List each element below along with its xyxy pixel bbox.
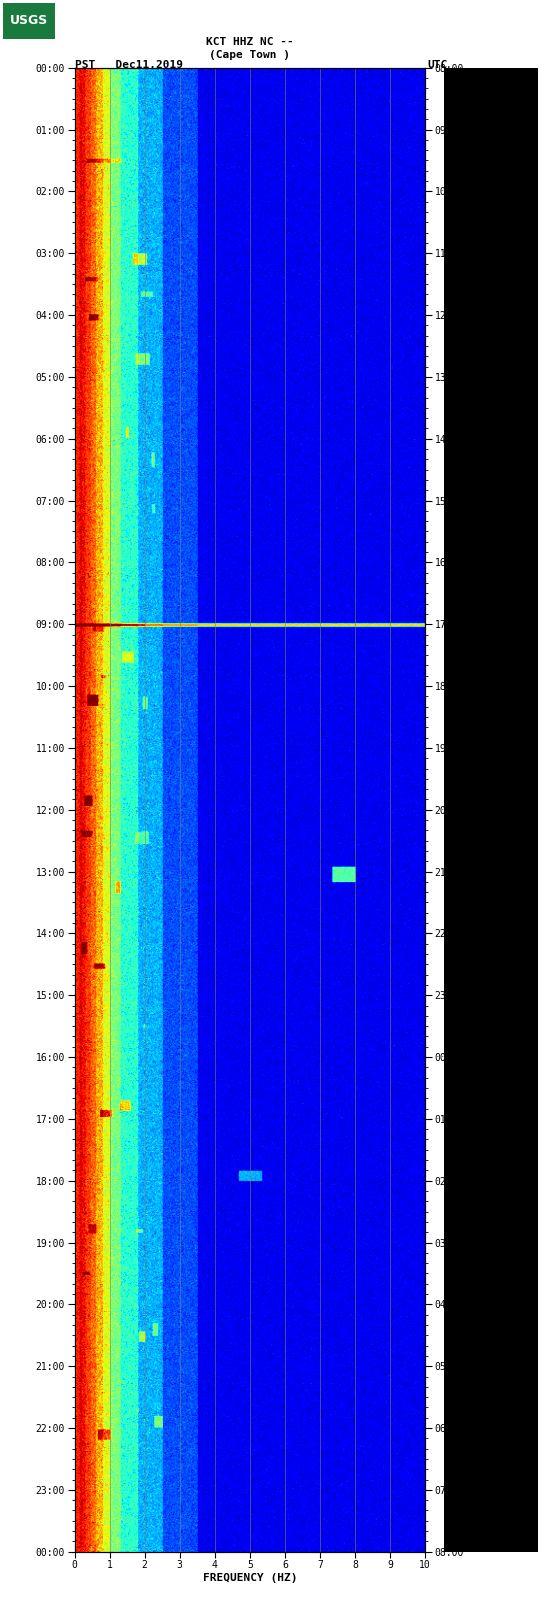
Text: KCT HHZ NC --: KCT HHZ NC -- [206,37,294,47]
Text: (Cape Town ): (Cape Town ) [209,50,290,60]
Text: PST   Dec11,2019: PST Dec11,2019 [75,60,183,69]
Text: UTC: UTC [428,60,448,69]
X-axis label: FREQUENCY (HZ): FREQUENCY (HZ) [203,1573,297,1582]
Text: USGS: USGS [10,15,48,27]
